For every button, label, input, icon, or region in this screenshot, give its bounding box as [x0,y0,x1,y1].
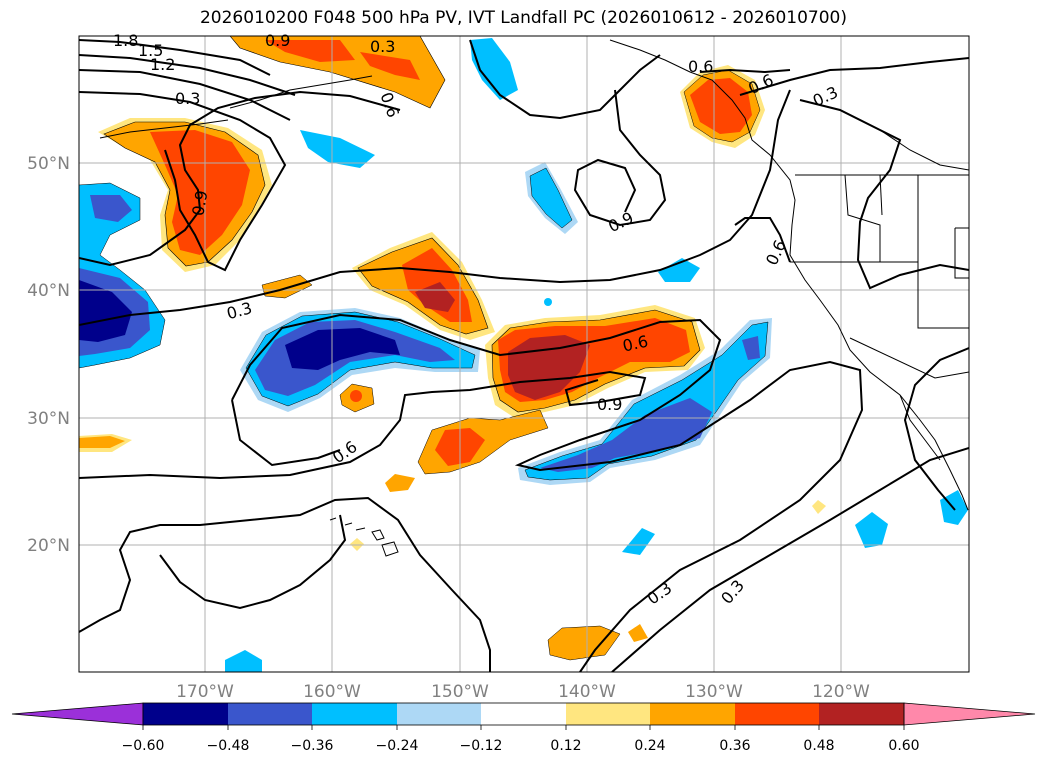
coastlines [99,39,969,511]
colorbar-tick-label: −0.12 [460,738,503,754]
pv-anomaly-negative [470,38,518,100]
contour-lines [79,39,969,672]
colorbar-tick-label: 0.60 [888,738,919,754]
map-frame [78,35,970,673]
pv-anomaly-positive [690,78,752,134]
contour-label: 1.8 [113,31,138,50]
contour-label: 0.6 [621,332,650,356]
colorbar-segment [819,703,904,725]
lon-label: 140°W [558,682,616,702]
lon-label: 130°W [685,682,743,702]
pv-anomaly-positive [812,500,826,514]
lat-label: 30°N [27,409,70,429]
hawaii-islands [329,517,399,557]
colorbar-tick-label: −0.36 [291,738,334,754]
pv-anomaly-positive [360,52,420,80]
pv-anomaly-negative [540,398,712,472]
pv-anomaly-negative [225,650,262,672]
pv-anomaly-negative [285,328,400,370]
pv-anomaly-negative [529,167,573,229]
lat-label: 40°N [27,281,70,301]
colorbar-extend-max [903,702,1036,726]
latitude-labels: 50°N 40°N 30°N 20°N [27,154,70,556]
pv-anomaly-negative [622,528,655,555]
colorbar-segment [650,703,735,725]
pv-anomaly-negative [79,280,132,342]
colorbar-segment [566,703,650,725]
pv-anomaly-negative [90,195,132,222]
lon-label: 120°W [812,682,870,702]
pv-anomaly-positive [628,624,648,642]
pv-anomaly-positive [385,474,415,492]
contour-label: 0.6 [688,57,713,76]
contour-label: 0.9 [188,189,211,217]
colorbar-tick-label: −0.60 [122,738,165,754]
pv-anomaly-negative [855,512,888,548]
colorbar-segment [228,703,312,725]
colorbar-segment [397,703,481,725]
colorbar-segment [481,703,566,725]
contour-label: 1.2 [150,55,175,74]
colorbar-segment [735,703,819,725]
pv-anomaly-negative [544,298,552,306]
pv-anomaly-positive [350,390,362,402]
pv-anomaly-positive [79,436,125,448]
pv-anomaly-negative [742,336,760,360]
pv-anomaly-negative [524,321,769,481]
contour-label: 0.9 [597,395,622,414]
longitude-labels: 170°W 160°W 150°W 140°W 130°W 120°W [176,682,870,702]
lat-label: 50°N [27,154,70,174]
colorbar-tick-label: 0.12 [550,738,581,754]
contour-label: 1.5 [138,41,163,60]
colorbar-tick-label: 0.36 [719,738,750,754]
lon-label: 170°W [176,682,234,702]
map-title: 2026010200 F048 500 hPa PV, IVT Landfall… [199,8,847,28]
colorbar-extend-min [11,702,144,726]
colorbar: −0.60 −0.48 −0.36 −0.24 −0.12 0.12 0.24 … [11,702,1036,754]
lat-label: 20°N [27,536,70,556]
colorbar-segment [312,703,397,725]
colorbar-tick-label: 0.24 [634,738,665,754]
pv-anomaly-negative [300,130,375,168]
pv-anomaly-positive [150,130,250,255]
contour-label: 0.9 [265,31,290,50]
colorbar-tick-label: −0.48 [207,738,250,754]
lon-label: 160°W [303,682,361,702]
colorbar-tick-label: 0.48 [803,738,834,754]
colorbar-tick-label: −0.24 [376,738,419,754]
contour-label: 0.3 [175,89,200,108]
pv-shading-layer [79,36,968,672]
graticule [79,36,969,672]
colorbar-segment [143,703,228,725]
colorbar-frame [142,702,905,726]
pv-anomaly-positive [229,36,446,109]
pv-anomaly-positive [547,625,621,661]
contour-label: 0.3 [370,37,395,56]
lon-label: 150°W [431,682,489,702]
pv-anomaly-negative [658,258,700,282]
